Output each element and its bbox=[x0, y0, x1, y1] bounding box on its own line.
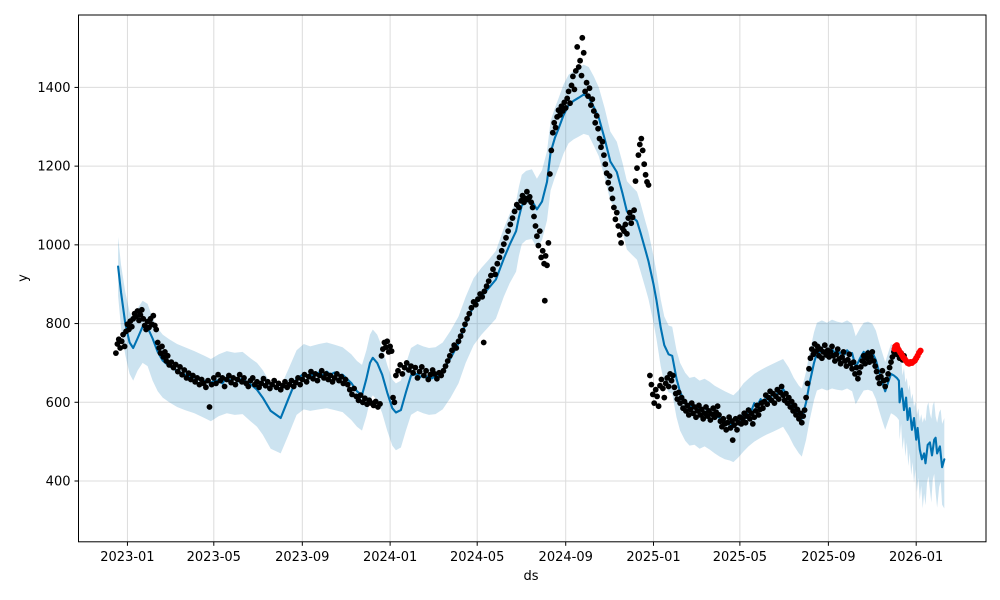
observed-points bbox=[113, 34, 907, 443]
x-tick-label: 2025-05 bbox=[713, 550, 767, 565]
x-axis-label: ds bbox=[523, 569, 538, 584]
uncertainty-band bbox=[118, 64, 945, 509]
x-tick-label: 2024-05 bbox=[450, 550, 504, 565]
plot-border bbox=[78, 14, 987, 543]
x-tick-label: 2026-01 bbox=[889, 550, 943, 565]
y-axis-ticks: 400 600 800 1000 1200 1400 bbox=[37, 81, 79, 489]
y-tick-label: 1000 bbox=[37, 238, 70, 253]
recent-observed-points bbox=[891, 342, 924, 367]
x-axis-ticks: 2023-01 2023-05 2023-09 2024-01 2024-05 2024-… bbox=[100, 541, 943, 565]
chart-layers: 2023-01 2023-05 2023-09 2024-01 2024-05 2024-… bbox=[37, 14, 987, 565]
x-tick-label: 2025-01 bbox=[626, 550, 680, 565]
x-tick-label: 2024-01 bbox=[363, 550, 417, 565]
grid-lines bbox=[78, 15, 986, 542]
x-tick-label: 2023-01 bbox=[100, 550, 154, 565]
y-tick-label: 600 bbox=[46, 396, 71, 411]
x-tick-label: 2023-05 bbox=[187, 550, 241, 565]
x-tick-label: 2025-09 bbox=[801, 550, 855, 565]
y-tick-label: 800 bbox=[46, 317, 71, 332]
y-tick-label: 1200 bbox=[37, 160, 70, 175]
y-tick-label: 1400 bbox=[37, 81, 70, 96]
y-axis-label: y bbox=[16, 274, 31, 282]
y-tick-label: 400 bbox=[46, 474, 71, 489]
x-tick-label: 2024-09 bbox=[539, 550, 593, 565]
x-tick-label: 2023-09 bbox=[275, 550, 329, 565]
